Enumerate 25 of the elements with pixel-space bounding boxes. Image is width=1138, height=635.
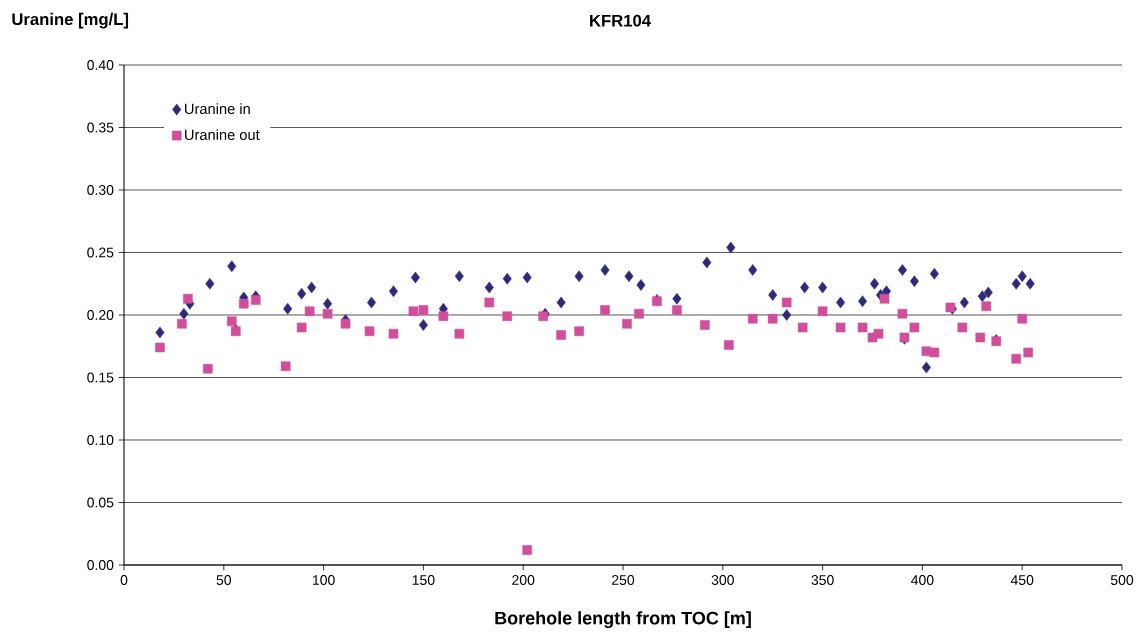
x-tick-label: 0 xyxy=(120,575,128,585)
x-tick-label: 300 xyxy=(711,575,734,585)
x-tick-label: 350 xyxy=(811,575,834,585)
x-tick-label: 450 xyxy=(1010,575,1034,585)
x-tick-label: 400 xyxy=(911,575,934,585)
y-tick-label: 0.05 xyxy=(87,497,114,508)
x-tick-label: 200 xyxy=(512,575,535,585)
chart-title: KFR104 xyxy=(590,14,651,27)
y-tick-label: 0.35 xyxy=(87,122,114,133)
legend-label: Uranine out xyxy=(185,129,260,140)
y-tick-label: 0.30 xyxy=(87,185,114,195)
x-tick-label: 50 xyxy=(216,575,232,585)
x-tick-label: 150 xyxy=(412,575,435,585)
y-tick-label: 0.00 xyxy=(87,560,114,570)
x-tick-label: 500 xyxy=(1110,575,1134,585)
y-tick-label: 0.15 xyxy=(87,372,114,383)
legend-label: Uranine in xyxy=(185,103,250,115)
x-tick-label: 100 xyxy=(312,575,335,585)
y-tick-label: 0.40 xyxy=(87,60,114,70)
x-axis-title: Borehole length from TOC [m] xyxy=(495,611,751,629)
y-tick-label: 0.10 xyxy=(87,435,114,445)
x-tick-label: 250 xyxy=(612,575,635,585)
y-tick-label: 0.25 xyxy=(87,247,114,258)
y-axis-title: Uranine [mg/L] xyxy=(12,12,129,29)
y-tick-label: 0.20 xyxy=(87,310,114,320)
